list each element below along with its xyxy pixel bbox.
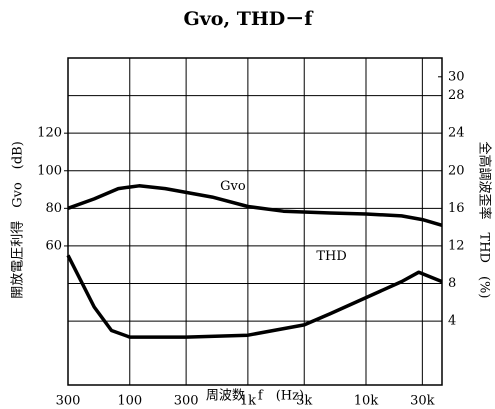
y2-tick-label: 12 (448, 238, 465, 253)
series-line (66, 254, 443, 339)
x-axis-label: 周波数 f (Hz) (206, 389, 304, 404)
x-tick-label: 100 (117, 394, 142, 406)
y2-tick-label: 16 (448, 201, 465, 216)
y2-tick-label: 28 (448, 88, 465, 103)
x-tick-label: 10k (354, 394, 379, 406)
y2-tick-label: 8 (448, 276, 456, 291)
y-tick-label: 100 (37, 163, 62, 178)
x-tick-label: 30k (410, 394, 435, 406)
y2-tick-label: 24 (448, 126, 465, 141)
y2-tick-label: 30 (448, 69, 465, 84)
legend-label: THD (316, 249, 346, 264)
x-tick-label: 300 (174, 394, 199, 406)
y-tick-label: 60 (45, 238, 62, 253)
y2-tick-label: 4 (448, 314, 456, 329)
x-tick-label: 1k (240, 394, 256, 406)
chart-title: Gvo, THD－f (184, 8, 315, 30)
y2-tick-label: 20 (448, 163, 465, 178)
y2-axis-label: 全高調波歪率 THD (%) (477, 142, 493, 299)
legend-label: Gvo (220, 179, 246, 194)
series-line (67, 184, 443, 227)
y-tick-label: 120 (37, 126, 62, 141)
y-axis-label: 開放電圧利得 Gvo (dB) (10, 141, 26, 299)
x-tick-label: 300 (56, 394, 81, 406)
x-tick-label: 3k (296, 394, 312, 406)
y-tick-label: 80 (45, 201, 62, 216)
